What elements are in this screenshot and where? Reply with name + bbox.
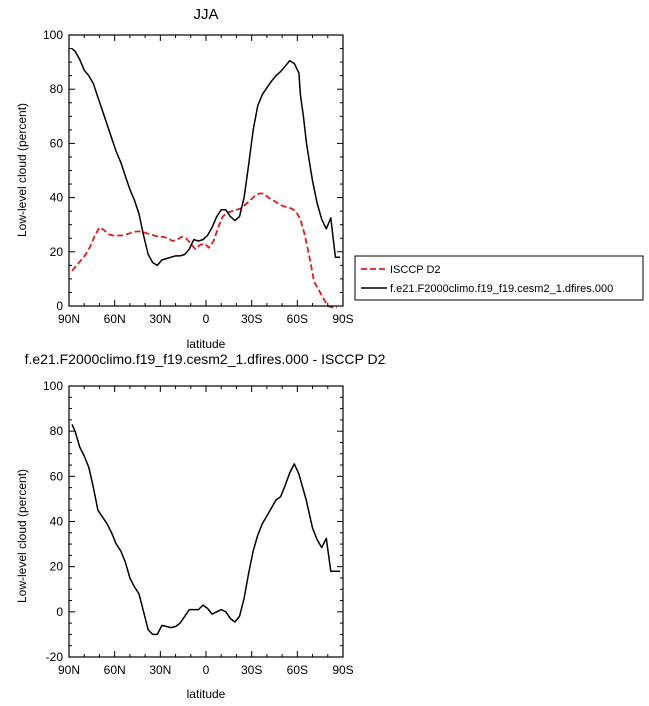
- y-tick-label: 80: [50, 424, 64, 438]
- y-tick-label: 60: [50, 136, 64, 150]
- x-tick-label: 60S: [287, 312, 308, 326]
- y-tick-label: 80: [50, 82, 64, 96]
- chart-title: f.e21.F2000climo.f19_f19.cesm2_1.dfires.…: [25, 351, 386, 367]
- y-tick-label: -20: [46, 650, 64, 664]
- chart-title: JJA: [193, 6, 218, 23]
- x-tick-label: 30N: [149, 312, 171, 326]
- chart-panel-top: JJA Low-level cloud (percent) latitude 9…: [15, 6, 354, 351]
- axis-ticks: 90N 60N 30N 0 30S 60S 90S -20 0 20 40 60 80 100: [43, 379, 354, 677]
- series-line-isccp-d2: [71, 192, 337, 309]
- x-tick-label: 60N: [104, 312, 126, 326]
- y-tick-label: 40: [50, 191, 64, 205]
- x-tick-label: 30S: [241, 312, 262, 326]
- y-tick-label: 0: [56, 605, 63, 619]
- x-tick-label: 90N: [58, 663, 80, 677]
- x-tick-label: 0: [203, 312, 210, 326]
- x-tick-label: 90S: [332, 312, 353, 326]
- y-axis-label: Low-level cloud (percent): [15, 103, 29, 237]
- y-tick-label: 60: [50, 469, 64, 483]
- series-line-difference: [71, 424, 340, 636]
- chart-panel-bottom: f.e21.F2000climo.f19_f19.cesm2_1.dfires.…: [15, 351, 386, 701]
- x-tick-label: 90N: [58, 312, 80, 326]
- axis-ticks: 90N 60N 30N 0 30S 60S 90S 0 20 40 60 80 100: [43, 28, 354, 326]
- series-line-model: [71, 48, 340, 267]
- x-tick-label: 90S: [332, 663, 353, 677]
- x-tick-label: 60N: [104, 663, 126, 677]
- x-tick-label: 0: [203, 663, 210, 677]
- plot-frame: [68, 385, 344, 658]
- y-tick-label: 20: [50, 560, 64, 574]
- y-tick-label: 100: [43, 28, 63, 42]
- plot-frame: [68, 34, 344, 307]
- x-tick-label: 30N: [149, 663, 171, 677]
- y-tick-label: 20: [50, 245, 64, 259]
- legend-label-isccp: ISCCP D2: [390, 264, 441, 276]
- series-group: [71, 424, 340, 636]
- y-tick-label: 40: [50, 515, 64, 529]
- x-axis-label: latitude: [187, 337, 226, 351]
- x-tick-label: 30S: [241, 663, 262, 677]
- legend-label-model: f.e21.F2000climo.f19_f19.cesm2_1.dfires.…: [390, 283, 613, 295]
- y-tick-label: 100: [43, 379, 63, 393]
- x-tick-label: 60S: [287, 663, 308, 677]
- x-axis-label: latitude: [187, 687, 226, 701]
- legend-box: [354, 255, 644, 301]
- y-tick-label: 0: [56, 299, 63, 313]
- series-group: [71, 48, 340, 309]
- y-axis-label: Low-level cloud (percent): [15, 469, 29, 603]
- legend: ISCCP D2 f.e21.F2000climo.f19_f19.cesm2_…: [354, 255, 644, 301]
